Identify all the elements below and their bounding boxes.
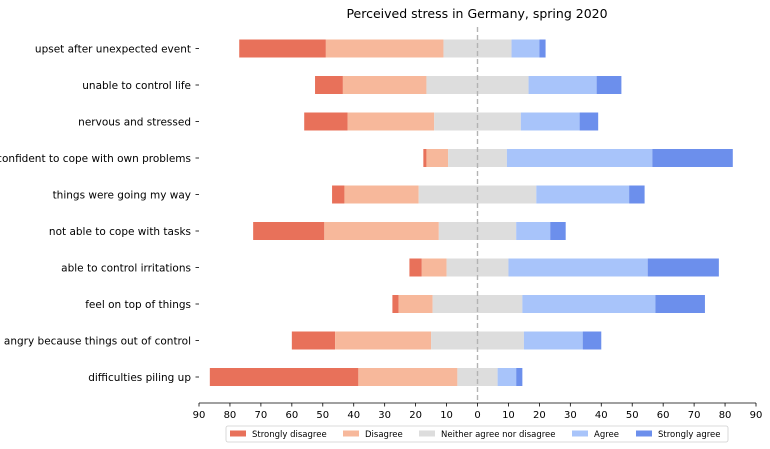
x-axis: 90 80 70 60 50 40 30 20 10 0 10 20 30 40 50 60 70 80 90	[193, 402, 763, 421]
bar-neither-agree-nor-disagree-difficulties-piling-up	[457, 368, 498, 386]
legend-label-neither-agree-nor-disagree: Neither agree nor disagree	[441, 430, 556, 440]
legend-box	[225, 425, 729, 443]
x-tick-label: 20	[409, 410, 422, 421]
bar-disagree-upset-after-unexpected-event	[325, 39, 444, 58]
legend-label-strongly-disagree: Strongly disagree	[252, 430, 327, 440]
bar-agree-angry-because-things-out-of-control	[523, 331, 583, 350]
legend-swatch-strongly-agree	[636, 430, 652, 437]
bar-strongly-agree-confident-to-cope-with-own-problems	[652, 149, 733, 167]
category-label: things were going my way	[53, 190, 191, 202]
x-tick-label: 40	[347, 410, 360, 421]
bar-strongly-disagree-things-were-going-my-way	[332, 185, 345, 204]
x-tick-label: 60	[657, 410, 670, 421]
x-tick-label: 20	[533, 410, 546, 421]
bar-disagree-angry-because-things-out-of-control	[335, 331, 432, 350]
bar-disagree-able-to-control-irritations	[421, 258, 447, 277]
bar-strongly-agree-angry-because-things-out-of-control	[582, 331, 602, 350]
x-tick-label: 30	[378, 410, 391, 421]
bar-agree-not-able-to-cope-with-tasks	[516, 222, 551, 240]
category-label: upset after unexpected event	[35, 44, 191, 56]
bar-strongly-agree-nervous-and-stressed	[579, 112, 599, 131]
legend-swatch-neither-agree-nor-disagree	[419, 430, 435, 437]
bar-agree-feel-on-top-of-things	[522, 295, 656, 313]
bar-strongly-disagree-angry-because-things-out-of-control	[291, 331, 336, 350]
x-tick-label: 50	[626, 410, 639, 421]
x-tick-label: 90	[193, 410, 206, 421]
category-label: unable to control life	[82, 80, 191, 92]
category-label: difficulties piling up	[88, 372, 191, 384]
x-tick-label: 30	[564, 410, 577, 421]
x-tick-label: 10	[502, 410, 515, 421]
bar-agree-confident-to-cope-with-own-problems	[506, 149, 653, 167]
legend-swatch-strongly-disagree	[230, 430, 246, 437]
bar-agree-able-to-control-irritations	[508, 258, 648, 277]
legend: Strongly disagree Disagree Neither agree n…	[225, 425, 729, 443]
x-tick-label: 80	[224, 410, 237, 421]
bar-disagree-unable-to-control-life	[342, 76, 427, 94]
bar-strongly-disagree-unable-to-control-life	[315, 76, 343, 94]
legend-label-agree: Agree	[594, 430, 619, 440]
x-tick-label: 80	[719, 410, 732, 421]
bar-neither-agree-nor-disagree-nervous-and-stressed	[434, 112, 521, 131]
bar-strongly-agree-able-to-control-irritations	[647, 258, 719, 277]
legend-swatch-disagree	[343, 430, 359, 437]
x-tick-label: 70	[255, 410, 268, 421]
x-tick-label: 40	[595, 410, 608, 421]
bar-strongly-agree-feel-on-top-of-things	[655, 295, 705, 313]
legend-label-strongly-agree: Strongly agree	[658, 430, 720, 440]
bar-strongly-disagree-not-able-to-cope-with-tasks	[253, 222, 325, 240]
bar-strongly-agree-upset-after-unexpected-event	[539, 39, 546, 58]
bar-agree-upset-after-unexpected-event	[511, 39, 540, 58]
bar-agree-nervous-and-stressed	[520, 112, 580, 131]
bar-strongly-disagree-confident-to-cope-with-own-problems	[423, 149, 427, 167]
legend-label-disagree: Disagree	[365, 430, 403, 440]
x-tick-label: 10	[440, 410, 453, 421]
category-label: feel on top of things	[85, 299, 191, 311]
bar-disagree-nervous-and-stressed	[347, 112, 435, 131]
bar-neither-agree-nor-disagree-feel-on-top-of-things	[432, 295, 523, 313]
bar-strongly-agree-difficulties-piling-up	[516, 368, 523, 386]
x-tick-label: 90	[750, 410, 763, 421]
category-label: able to control irritations	[61, 263, 191, 275]
bar-disagree-confident-to-cope-with-own-problems	[426, 149, 449, 167]
bar-agree-unable-to-control-life	[528, 76, 597, 94]
x-tick-label: 50	[316, 410, 329, 421]
category-labels: upset after unexpected event unable to co…	[0, 44, 199, 384]
bar-neither-agree-nor-disagree-things-were-going-my-way	[418, 185, 537, 204]
category-label: nervous and stressed	[78, 117, 191, 129]
bar-strongly-disagree-upset-after-unexpected-event	[239, 39, 326, 58]
bar-strongly-agree-things-were-going-my-way	[629, 185, 645, 204]
chart-title: Perceived stress in Germany, spring 2020	[346, 6, 607, 21]
x-tick-label: 60	[285, 410, 298, 421]
bar-strongly-disagree-nervous-and-stressed	[304, 112, 348, 131]
x-tick-label: 70	[688, 410, 701, 421]
bar-neither-agree-nor-disagree-upset-after-unexpected-event	[443, 39, 512, 58]
bar-agree-difficulties-piling-up	[497, 368, 517, 386]
category-label: angry because things out of control	[4, 336, 191, 348]
bar-disagree-not-able-to-cope-with-tasks	[324, 222, 439, 240]
x-tick-label: 0	[474, 410, 480, 421]
bar-agree-things-were-going-my-way	[536, 185, 630, 204]
category-label: not able to cope with tasks	[49, 226, 191, 238]
legend-swatch-agree	[572, 430, 588, 437]
bars-group	[209, 39, 733, 386]
bar-strongly-disagree-feel-on-top-of-things	[392, 295, 399, 313]
bar-strongly-disagree-difficulties-piling-up	[209, 368, 359, 386]
bar-disagree-things-were-going-my-way	[344, 185, 419, 204]
bar-strongly-agree-unable-to-control-life	[596, 76, 622, 94]
bar-disagree-difficulties-piling-up	[358, 368, 458, 386]
category-label: confident to cope with own problems	[0, 153, 191, 165]
bar-disagree-feel-on-top-of-things	[398, 295, 433, 313]
bar-strongly-agree-not-able-to-cope-with-tasks	[550, 222, 566, 240]
bar-strongly-disagree-able-to-control-irritations	[409, 258, 422, 277]
